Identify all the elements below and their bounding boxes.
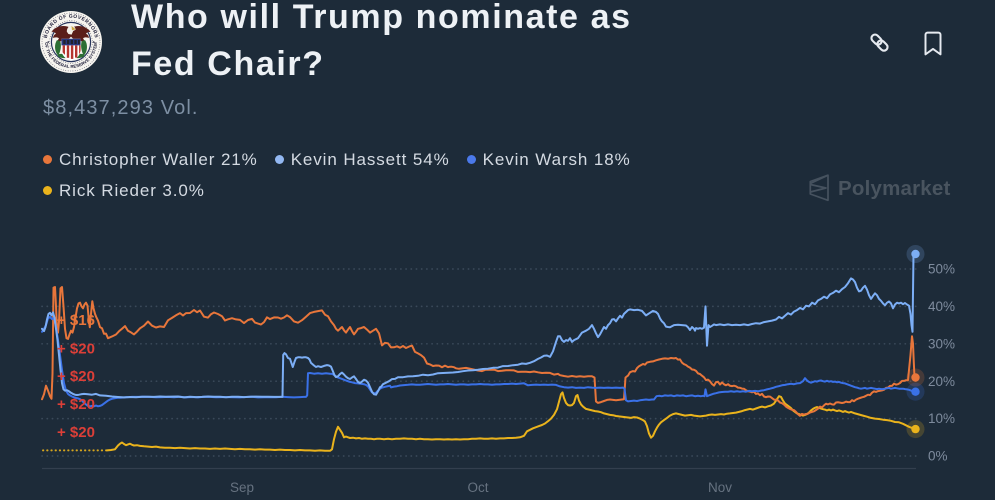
svg-text:20%: 20% xyxy=(928,374,955,389)
svg-text:+ $20: + $20 xyxy=(57,424,95,441)
svg-text:30%: 30% xyxy=(928,336,955,351)
svg-text:+ $16: + $16 xyxy=(57,312,95,329)
svg-text:40%: 40% xyxy=(928,299,955,314)
svg-text:50%: 50% xyxy=(928,262,955,277)
svg-text:Nov: Nov xyxy=(708,480,732,495)
svg-text:Oct: Oct xyxy=(467,480,488,495)
svg-text:10%: 10% xyxy=(928,411,955,426)
svg-text:0%: 0% xyxy=(928,449,948,464)
svg-text:+ $20: + $20 xyxy=(57,368,95,385)
svg-text:+ $20: + $20 xyxy=(57,396,95,413)
svg-text:Sep: Sep xyxy=(230,480,254,495)
svg-text:+ $20: + $20 xyxy=(57,341,95,358)
